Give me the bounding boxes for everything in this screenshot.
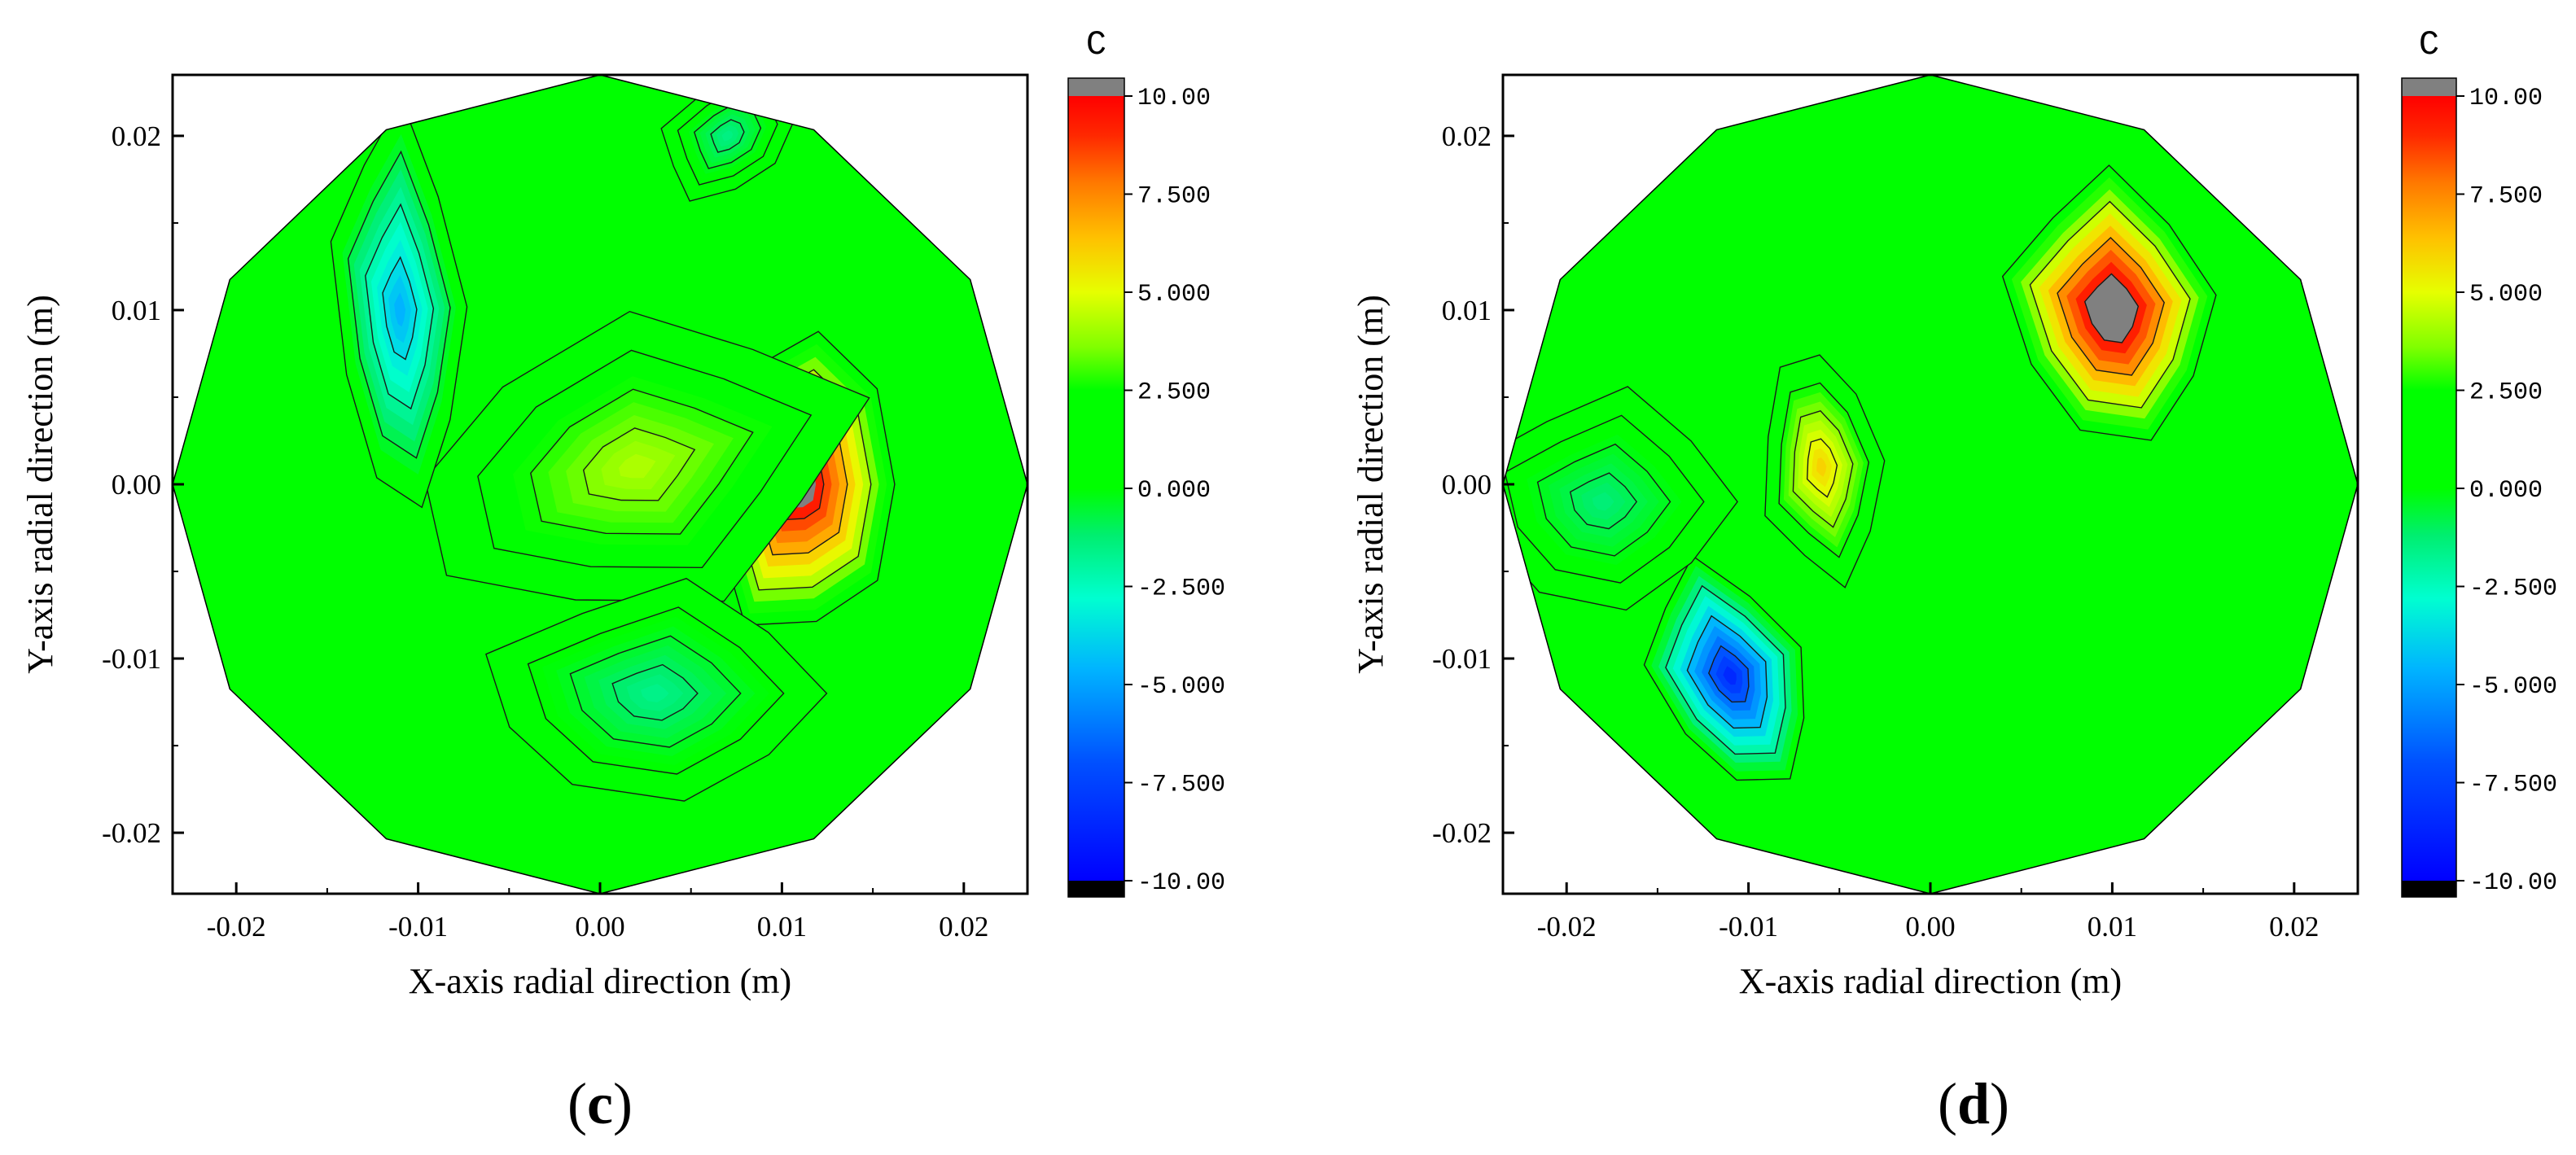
- y-tick-label: 0.01: [1442, 295, 1492, 326]
- contour-warm-island: [1764, 354, 1886, 588]
- colorbar-tick-label: -10.00: [2469, 869, 2557, 897]
- contour-field: [1503, 75, 2358, 894]
- chart-panel-d: -0.02 -0.01 0.00 0.01 0.02 0.02 0.01 0.00 -0.01 -…: [1351, 25, 2557, 1136]
- panel-label: (c): [567, 1071, 633, 1136]
- contour-level: [640, 684, 669, 702]
- y-tick-label: 0.02: [1442, 120, 1492, 152]
- contour-cool-left: [1503, 386, 1738, 611]
- colorbar-tick-label: -7.500: [2469, 772, 2557, 799]
- contour-level: [2103, 298, 2121, 322]
- colorbar-tick-label: 10.00: [2469, 85, 2543, 112]
- colorbar-tick-label: 2.500: [1137, 379, 1211, 407]
- y-tick-label: 0.02: [112, 120, 161, 152]
- contour-level: [1592, 492, 1614, 511]
- x-tick-label: 0.00: [575, 911, 624, 943]
- y-tick-label: 0.00: [1442, 469, 1492, 501]
- y-tick-label: -0.01: [102, 643, 161, 675]
- colorbar-title: C: [2419, 25, 2439, 64]
- contour-cool-lower: [485, 577, 828, 802]
- contour-hot-spot: [2001, 164, 2217, 441]
- colorbar-under: [2402, 881, 2456, 897]
- x-tick-label: -0.01: [388, 911, 448, 943]
- y-tick-label: -0.02: [102, 817, 161, 849]
- colorbar-tick-label: 2.500: [2469, 379, 2543, 407]
- colorbar-tick-label: 0.000: [1137, 477, 1211, 505]
- colorbar-tick-label: -5.000: [1137, 673, 1225, 701]
- contour-level: [619, 453, 656, 479]
- y-tick-label: -0.01: [1432, 643, 1492, 675]
- colorbar-tick-label: -5.000: [2469, 673, 2557, 701]
- y-tick-label: 0.00: [112, 469, 161, 501]
- panel-label: (d): [1938, 1071, 2009, 1136]
- y-axis-title: Y-axis radial direction (m): [20, 295, 60, 674]
- x-axis-title: X-axis radial direction (m): [409, 961, 791, 1001]
- contour-cold-spot: [1643, 554, 1805, 781]
- contour-cold-streak: [330, 97, 468, 509]
- contour-level: [1816, 457, 1827, 477]
- colorbar-over: [1068, 78, 1124, 96]
- colorbar-tick-label: -2.500: [2469, 575, 2557, 603]
- colorbar-over: [2402, 78, 2456, 96]
- contour-warm-ridge: [424, 310, 870, 602]
- colorbar-tick-label: 7.500: [1137, 183, 1211, 211]
- colorbar-gradient: [2402, 96, 2456, 881]
- x-tick-label: -0.02: [207, 911, 266, 943]
- contour-field: [173, 75, 1027, 894]
- colorbar-tick-label: 5.000: [2469, 281, 2543, 308]
- x-tick-label: 0.01: [757, 911, 807, 943]
- contour-level: [721, 130, 734, 142]
- x-tick-label: 0.02: [2269, 911, 2319, 943]
- colorbar-tick-label: 0.000: [2469, 477, 2543, 505]
- x-tick-label: 0.00: [1905, 911, 1955, 943]
- colorbar-tick-label: -10.00: [1137, 869, 1225, 897]
- x-axis-title: X-axis radial direction (m): [1739, 961, 2122, 1001]
- x-tick-label: -0.02: [1537, 911, 1597, 943]
- colorbar-tick-label: -7.500: [1137, 772, 1225, 799]
- contour-level: [394, 292, 406, 327]
- colorbar: 10.00 7.500 5.000 2.500 0.000 -2.500 -5.000 -7.…: [2401, 25, 2557, 898]
- chart-panel-c: -0.02 -0.01 0.00 0.01 0.02 0.02 0.01 0.00 -0.01 -…: [20, 25, 1225, 1136]
- colorbar-tick-label: 10.00: [1137, 85, 1211, 112]
- colorbar-title: C: [1086, 25, 1106, 64]
- colorbar-tick-label: 7.500: [2469, 183, 2543, 211]
- colorbar: 10.00 7.500 5.000 2.500 0.000 -2.500 -5.000 -7.…: [1067, 25, 1225, 898]
- colorbar-gradient: [1068, 96, 1124, 881]
- y-axis-title: Y-axis radial direction (m): [1351, 295, 1391, 674]
- colorbar-tick-label: -2.500: [1137, 575, 1225, 603]
- x-tick-label: 0.01: [2088, 911, 2137, 943]
- y-tick-label: -0.02: [1432, 817, 1492, 849]
- x-tick-label: -0.01: [1719, 911, 1778, 943]
- contour-level: [1723, 666, 1737, 685]
- x-tick-label: 0.02: [939, 911, 988, 943]
- y-tick-label: 0.01: [112, 295, 161, 326]
- colorbar-tick-label: 5.000: [1137, 281, 1211, 308]
- colorbar-under: [1068, 881, 1124, 897]
